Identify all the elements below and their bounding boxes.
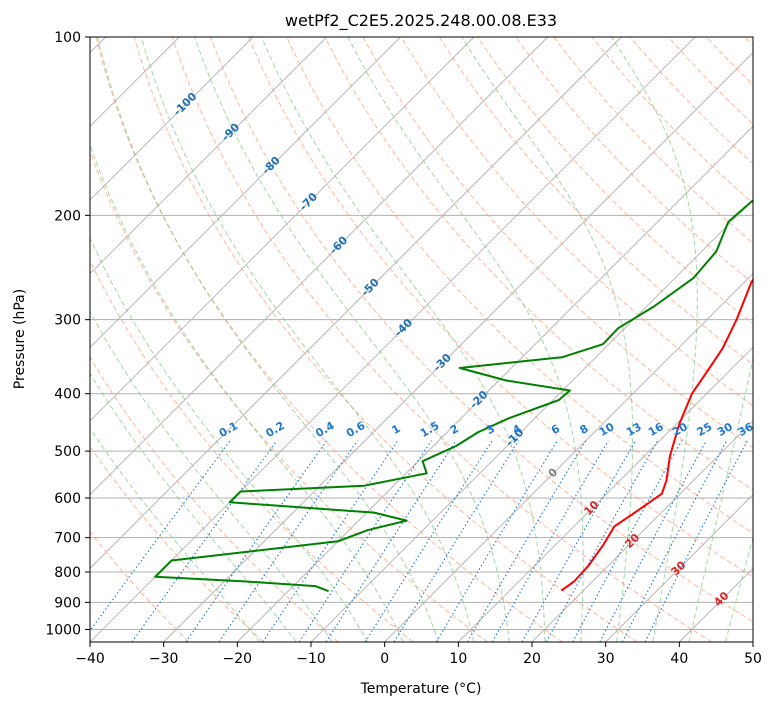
x-axis: −40 −30 −20 −10 0 10 20 30 40 50 bbox=[75, 642, 762, 667]
dry-adiabat-line bbox=[95, 37, 563, 642]
dry-adiabat-line bbox=[400, 37, 753, 407]
dewpoint-profile-line bbox=[154, 199, 753, 593]
mixing-ratio-line bbox=[185, 440, 328, 642]
x-tick-label: −10 bbox=[296, 651, 326, 667]
plot-area: -100-90-80-70-60-50-40-30-20-10010203040… bbox=[90, 37, 756, 642]
y-tick-label: 900 bbox=[54, 595, 81, 611]
moist-adiabat-line bbox=[725, 536, 753, 642]
isotherm-line bbox=[90, 37, 696, 642]
dry-adiabat-line bbox=[324, 37, 753, 491]
dry-adiabat-line bbox=[477, 37, 753, 325]
dry-adiabat-line bbox=[171, 37, 712, 642]
y-tick-label: 600 bbox=[54, 491, 81, 507]
dry-adiabat-line bbox=[591, 37, 753, 204]
y-tick-label: 300 bbox=[54, 313, 81, 329]
moist-adiabat-line bbox=[610, 37, 698, 642]
isotherm-line bbox=[458, 346, 753, 642]
dry-adiabat-line bbox=[90, 356, 339, 642]
dry-adiabat-line bbox=[248, 37, 753, 578]
dry-adiabat-line bbox=[90, 150, 488, 642]
mixing-ratio-label: 36 bbox=[736, 420, 756, 439]
isotherm-line bbox=[384, 273, 753, 642]
isotherm-line bbox=[90, 37, 401, 348]
y-tick-label: 200 bbox=[54, 208, 81, 224]
plot-frame bbox=[89, 36, 754, 643]
moist-adiabat-line bbox=[347, 37, 584, 642]
mixing-ratio-line bbox=[644, 440, 748, 642]
x-tick-label: 50 bbox=[744, 651, 762, 667]
x-tick-label: −20 bbox=[223, 651, 253, 667]
mixing-ratio-line bbox=[364, 440, 493, 642]
mixing-ratio-line bbox=[298, 440, 432, 642]
temperature-profile-line bbox=[560, 277, 753, 592]
x-tick-label: 0 bbox=[380, 651, 389, 667]
mixing-ratio-line bbox=[262, 440, 399, 642]
dry-adiabat-line bbox=[553, 37, 753, 244]
chart-title: wetPf2_C2E5.2025.248.00.08.E33 bbox=[285, 11, 557, 31]
x-tick-label: 30 bbox=[597, 651, 615, 667]
moist-adiabat-line bbox=[90, 142, 404, 642]
mixing-ratio-line bbox=[325, 440, 457, 642]
x-tick-label: −40 bbox=[75, 651, 105, 667]
dry-adiabat-line bbox=[210, 37, 753, 623]
isotherm-line bbox=[90, 37, 327, 275]
dry-adiabat-line bbox=[133, 37, 638, 642]
moist-adiabat-line bbox=[90, 427, 261, 642]
isotherm-line bbox=[90, 37, 475, 422]
mixing-ratio-line bbox=[545, 440, 659, 642]
y-tick-label: 700 bbox=[54, 531, 81, 547]
mixing-ratio-line bbox=[435, 440, 558, 642]
moist-adiabat-line bbox=[90, 236, 369, 642]
x-tick-label: 40 bbox=[670, 651, 688, 667]
y-axis-title: Pressure (hPa) bbox=[12, 289, 28, 389]
isotherm-line bbox=[90, 37, 622, 569]
y-tick-label: 400 bbox=[54, 387, 81, 403]
moist-adiabat-line bbox=[194, 37, 510, 642]
dry-adiabat-line bbox=[90, 531, 190, 642]
x-tick-label: 20 bbox=[523, 651, 541, 667]
y-axis: 100 200 300 400 500 600 700 800 900 1000 bbox=[45, 30, 90, 638]
y-tick-label: 800 bbox=[54, 565, 81, 581]
isotherm-line bbox=[163, 52, 753, 642]
mixing-ratio-line bbox=[131, 440, 278, 642]
moist-adiabat-line bbox=[90, 372, 297, 642]
dry-adiabat-line bbox=[286, 37, 753, 534]
mixing-ratio-line bbox=[90, 440, 231, 632]
y-tick-label: 100 bbox=[54, 30, 81, 46]
moist-adiabat-line bbox=[688, 355, 753, 642]
mixing-ratio-line bbox=[491, 440, 609, 642]
mixing-ratio-line bbox=[393, 440, 520, 642]
mixing-ratio-line bbox=[572, 440, 683, 642]
isotherm-line bbox=[90, 37, 548, 496]
dry-adiabat-line bbox=[362, 37, 753, 449]
y-tick-label: 1000 bbox=[45, 622, 81, 638]
moist-adiabat-line bbox=[261, 37, 546, 642]
y-tick-label: 500 bbox=[54, 444, 81, 460]
isotherm-line bbox=[605, 494, 753, 642]
moist-adiabat-line bbox=[140, 37, 475, 642]
isotherm-line bbox=[90, 37, 254, 201]
moist-adiabat-line bbox=[90, 310, 333, 642]
dry-adiabat-line bbox=[438, 37, 753, 366]
mixing-ratio-line bbox=[521, 440, 637, 642]
x-tick-label: −30 bbox=[149, 651, 179, 667]
mixing-ratio-lines bbox=[90, 440, 748, 642]
mixing-ratio-line bbox=[467, 440, 587, 642]
x-tick-label: 10 bbox=[449, 651, 467, 667]
isotherm-line bbox=[531, 420, 753, 642]
x-axis-title: Temperature (°C) bbox=[360, 681, 482, 697]
